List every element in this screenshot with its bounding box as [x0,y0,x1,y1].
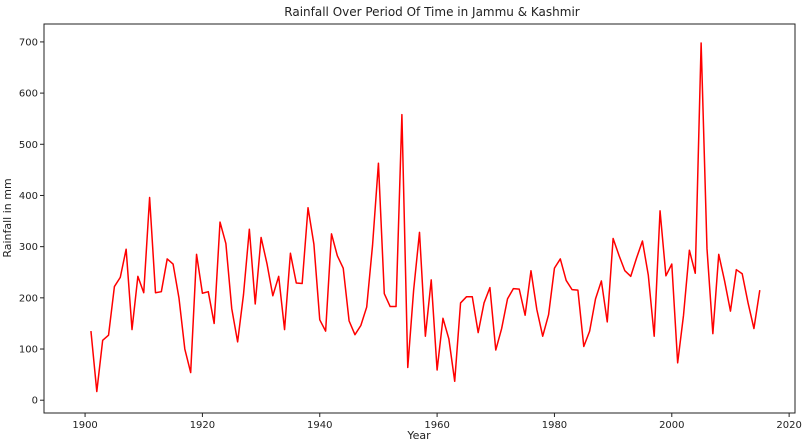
x-tick-label: 2020 [776,420,801,431]
x-axis-title: Year [406,429,431,442]
y-tick-label: 200 [19,293,38,304]
plot-area [43,23,796,414]
x-tick-label: 1920 [190,420,215,431]
axis-ticks: 1900 1920 1940 1960 1980 2000 2020 0 100 200 300 40… [19,37,802,431]
y-tick-label: 700 [19,37,38,48]
y-tick-label: 600 [19,89,38,100]
y-tick-label: 300 [19,242,38,253]
y-tick-label: 400 [19,191,38,202]
x-tick-label: 2000 [659,420,684,431]
chart-title: Rainfall Over Period Of Time in Jammu & … [284,5,580,19]
x-tick-label: 1940 [307,420,332,431]
y-axis-title: Rainfall in mm [1,178,14,257]
series-line-rainfall [90,42,761,393]
y-tick-label: 100 [19,345,38,356]
y-tick-label: 0 [32,396,38,407]
x-tick-label: 1960 [424,420,449,431]
x-tick-label: 1900 [72,420,97,431]
x-tick-label: 1980 [542,420,567,431]
y-tick-label: 500 [19,140,38,151]
